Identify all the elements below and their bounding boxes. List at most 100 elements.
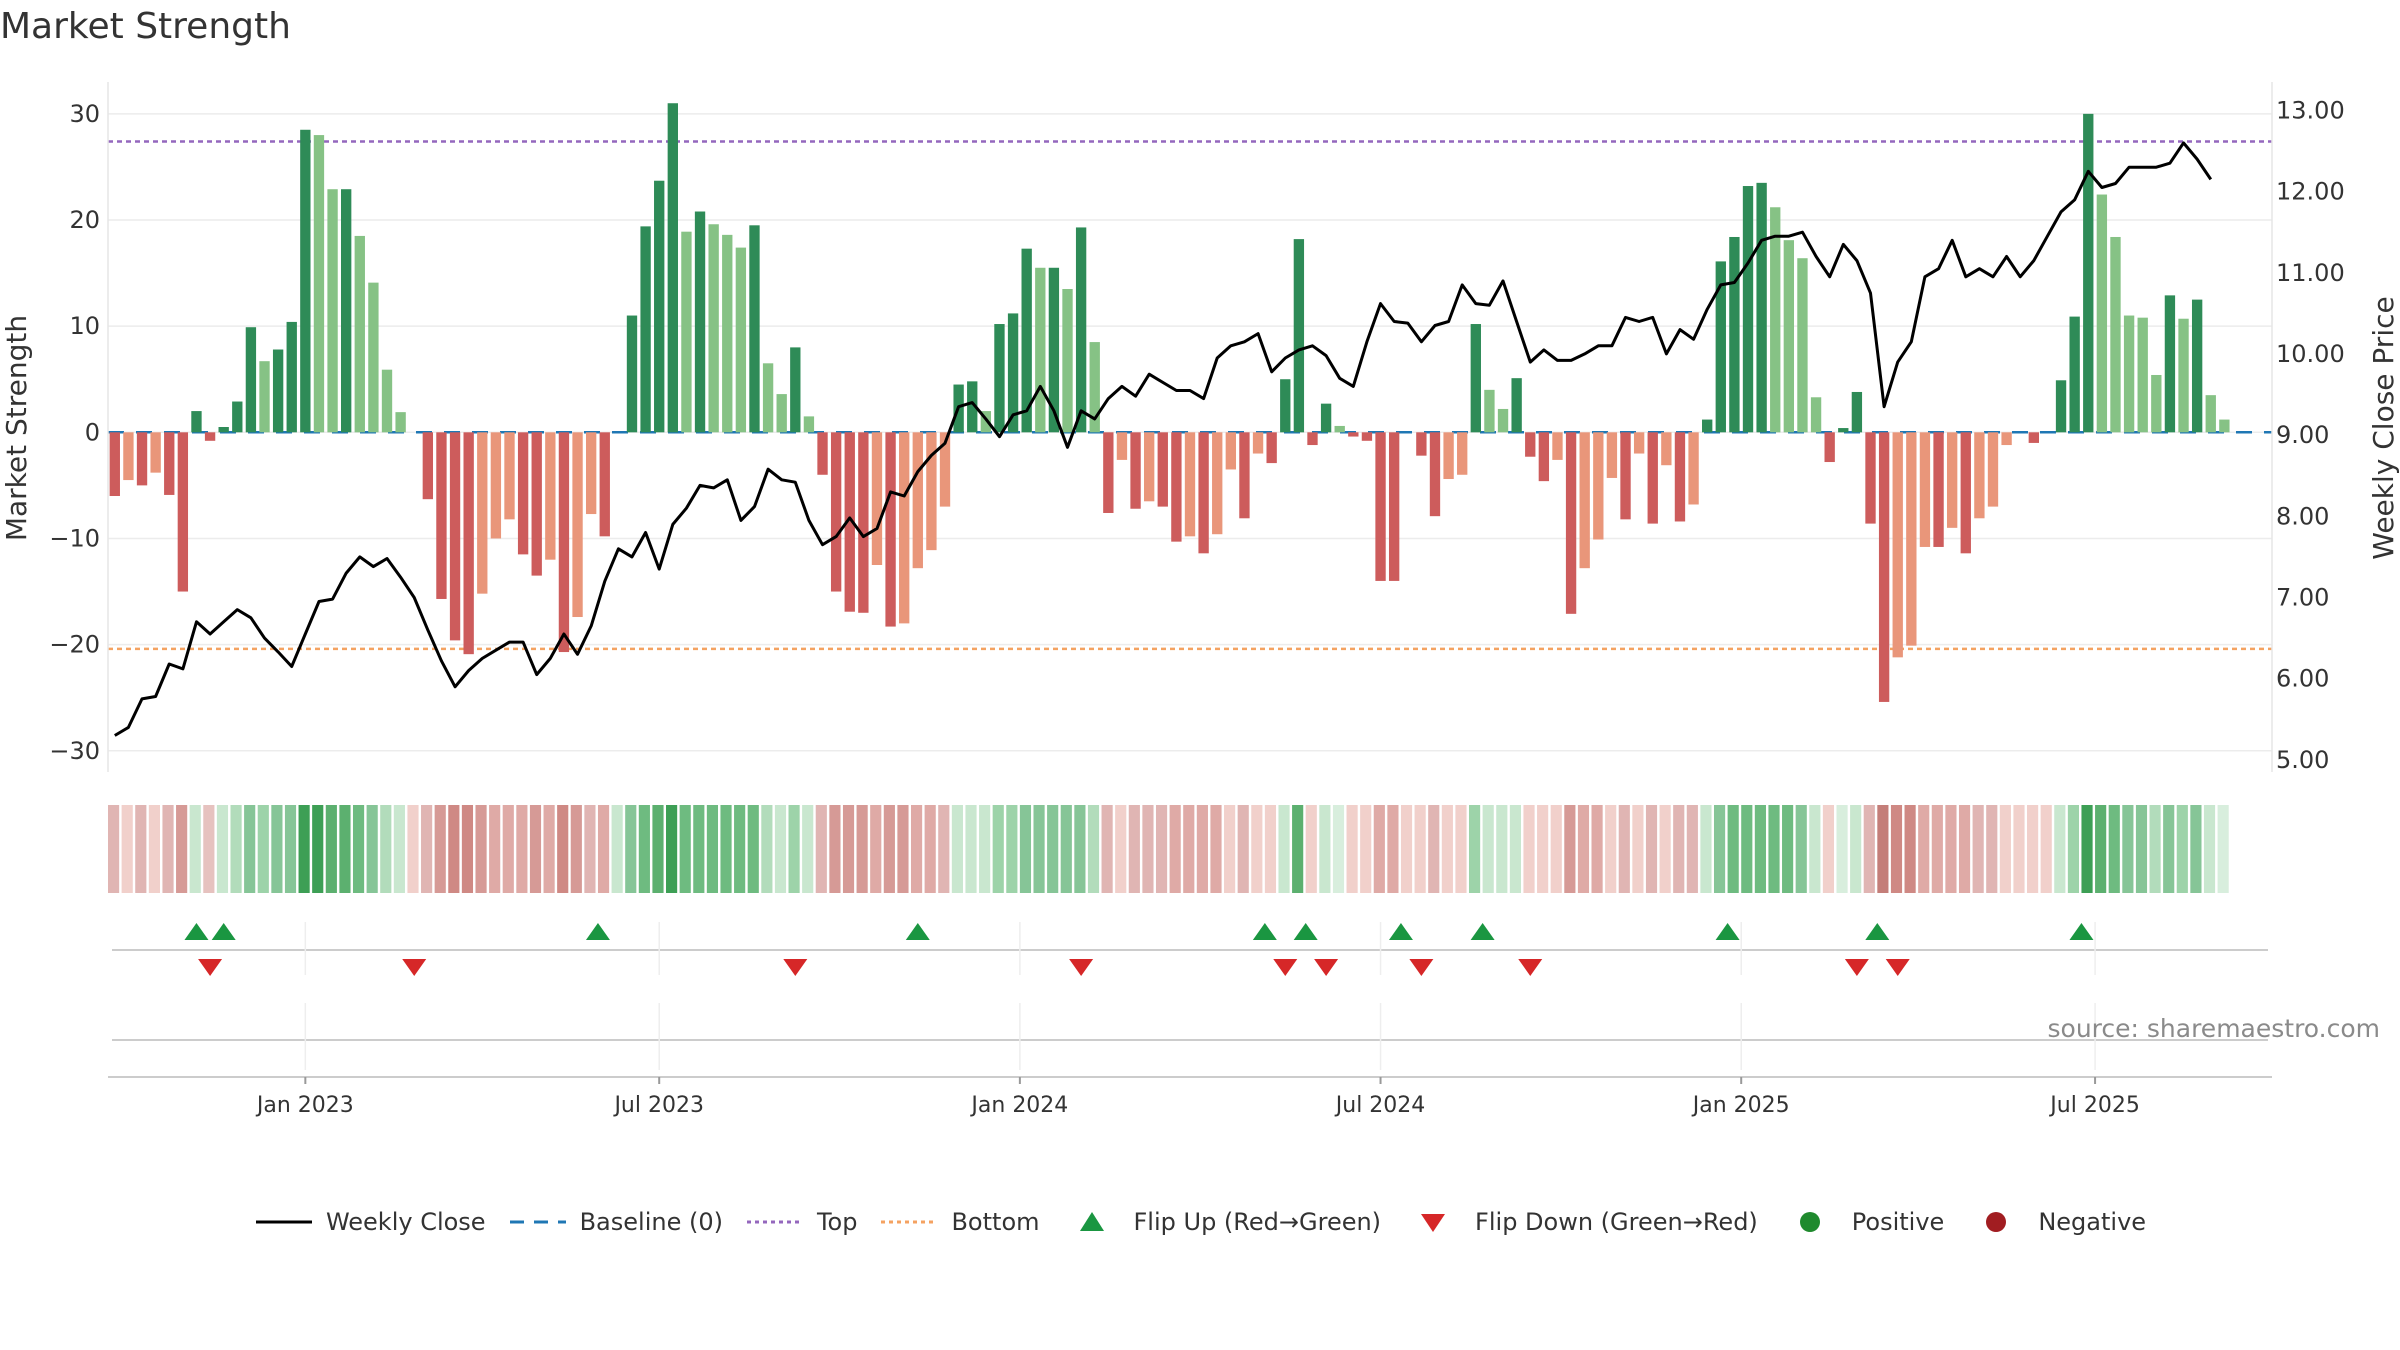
strength-bar [1906,432,1917,646]
x-tick-label: Jan 2023 [255,1093,354,1118]
strip-cell [366,805,378,893]
strength-bar [313,135,325,433]
strength-bar [1633,432,1645,454]
strength-bar [1552,432,1563,460]
triangle-down-icon [1421,1214,1446,1232]
strip-cell [2203,805,2216,893]
legend-item-flip-down[interactable]: Flip Down (Green→Red) [1403,1208,1758,1236]
strip-cell [666,805,678,893]
strip-cell [788,805,800,893]
strength-bar [1416,432,1427,456]
strength-bar [749,225,760,433]
strength-bar [1062,289,1073,433]
strength-bar [204,432,216,441]
weekly-close-series [114,141,2213,737]
strength-bar [1688,432,1699,505]
strip-cell [325,805,337,893]
strip-cell [1659,805,1671,893]
y-axis-label: Market Strength [0,315,33,541]
weekly-close-line [114,141,2213,737]
legend-item-negative[interactable]: Negative [1966,1208,2146,1236]
strength-bar [1388,432,1400,581]
strength-bar [1103,432,1114,513]
strip-cell [339,805,351,893]
strength-bar [1810,397,1822,433]
strip-cell [393,805,405,893]
strip-cell [1251,805,1263,893]
green-dot-icon [1799,1212,1820,1232]
strip-cell [2095,805,2107,893]
strength-bar [1375,432,1386,581]
strength-bar [1579,432,1590,569]
strip-cell [475,805,487,893]
strip-cell [802,805,814,893]
strip-cell [897,805,909,893]
strip-cell [1645,805,1658,893]
strip-cell [2027,805,2039,893]
strip-cell [1142,805,1154,893]
strip-cell [108,805,120,893]
legend-item-flip-up[interactable]: Flip Up (Red→Green) [1062,1208,1381,1236]
strength-bar [1075,227,1087,433]
strip-cell [380,805,392,893]
strength-bar [259,361,270,433]
strength-bar [2083,113,2094,433]
strength-bar [640,226,651,433]
y2-tick-label: 13.00 [2276,96,2345,124]
strip-cell [421,805,433,893]
strip-cell [2040,805,2052,893]
strip-cell [1169,805,1181,893]
strip-cell [352,805,365,893]
legend-item-positive[interactable]: Positive [1780,1208,1944,1236]
strength-bar [327,189,338,433]
strength-bar [136,432,148,486]
strength-bar [1130,432,1141,509]
strength-bar [1756,182,1767,433]
y2-tick-label: 12.00 [2276,178,2345,206]
strip-cell [1550,805,1562,893]
strength-bar [722,234,733,433]
strength-bar [1293,239,1305,433]
strip-cell [1523,805,1535,893]
triangle-up-icon [1079,1212,1104,1231]
strength-bar [1702,419,1713,433]
strip-cell [992,805,1004,893]
strength-bar [2219,419,2230,433]
strength-bar [1334,425,1345,433]
top-swatch-icon [746,1220,803,1224]
strength-bar [1525,432,1536,457]
flip-up-marker [1470,923,1495,940]
strength-bar [1225,432,1237,470]
strength-bar [2028,432,2039,443]
flip-down-marker [1314,959,1339,976]
strength-bar [463,432,474,655]
strength-bar [1484,389,1495,433]
strip-cell [1183,805,1195,893]
strength-bar [1470,324,1481,433]
strength-bar [1252,432,1264,454]
legend-item-baseline[interactable]: Baseline (0) [508,1208,723,1236]
strip-cell [489,805,501,893]
strip-cell [135,805,147,893]
strength-bar [871,432,883,565]
strip-cell [842,805,855,893]
legend-item-bottom[interactable]: Bottom [879,1208,1040,1236]
strength-bar [1729,236,1740,433]
strength-bar [572,432,583,618]
legend-item-weekly-close[interactable]: Weekly Close [254,1208,486,1236]
legend-item-top[interactable]: Top [745,1208,857,1236]
strip-cell [979,805,991,893]
strength-bar [1320,403,1332,433]
strip-cell [761,805,773,893]
strip-cell [1292,805,1304,893]
x-tick-label: Jan 2024 [969,1093,1068,1118]
strength-bar [1157,432,1168,507]
strength-bar [654,180,665,433]
strength-bar [1443,432,1454,480]
strip-cell [720,805,732,893]
source-note: source: sharemaestro.com [2047,1014,2381,1043]
strength-bar [1239,432,1250,519]
strip-cell [1958,805,1971,893]
strip-cell [2067,805,2080,893]
strip-cell [2190,805,2202,893]
